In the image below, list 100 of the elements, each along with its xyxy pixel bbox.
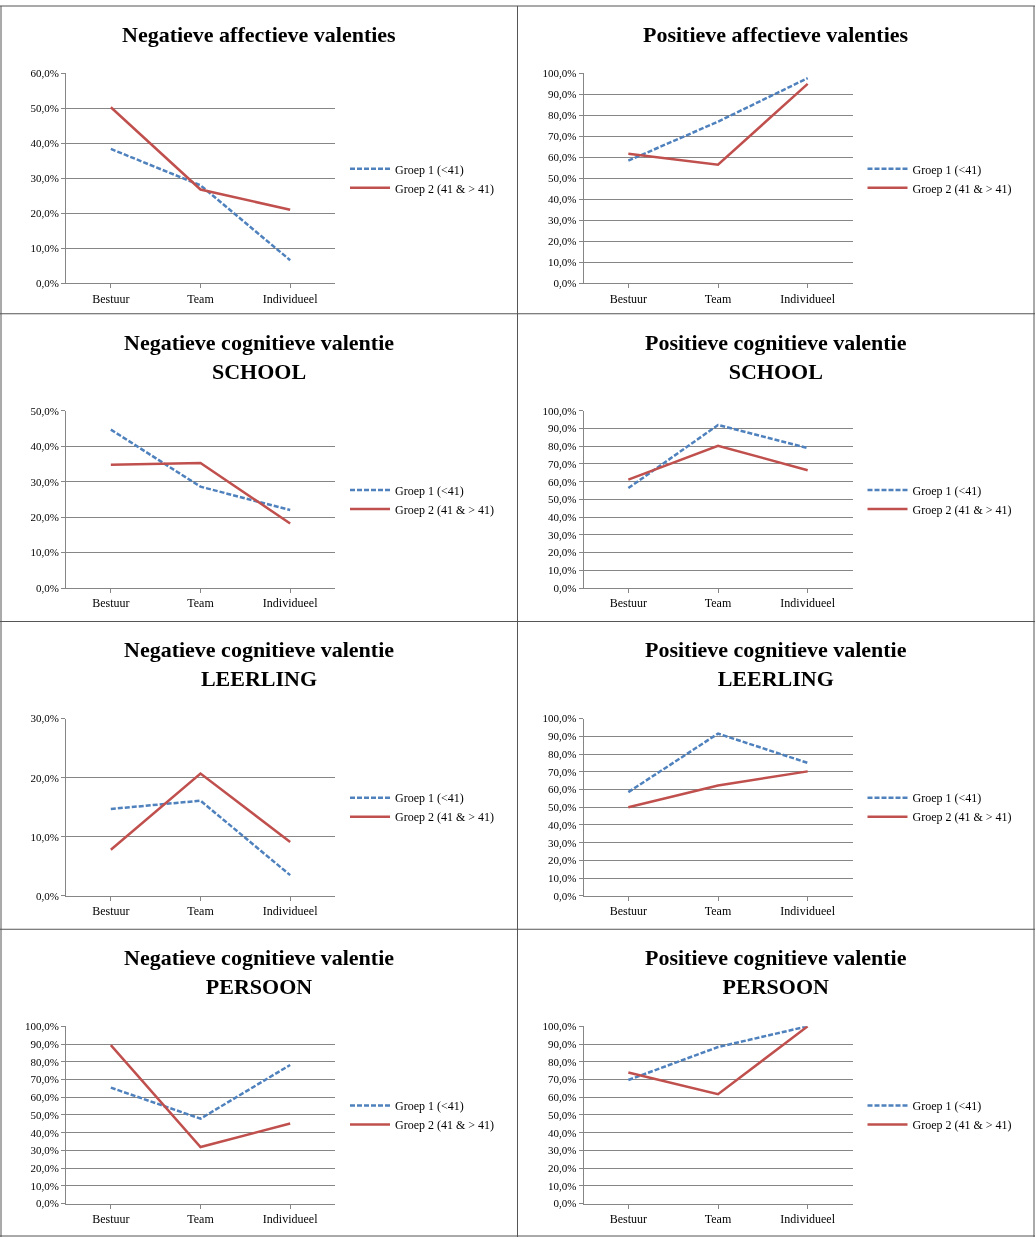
x-tick-label: Individueel bbox=[262, 596, 319, 611]
y-tick-label: 50,0% bbox=[30, 404, 59, 417]
legend-label: Groep 2 (41 & > 41) bbox=[395, 1118, 495, 1133]
y-tick-label: 30,0% bbox=[547, 836, 577, 849]
y-tick-label: 70,0% bbox=[30, 1073, 59, 1086]
legend-label: Groep 1 (<41) bbox=[395, 791, 464, 806]
x-tick-label: Team bbox=[187, 596, 215, 611]
y-tick-label: 40,0% bbox=[547, 511, 577, 524]
legend-label: Groep 2 (41 & > 41) bbox=[912, 810, 1012, 825]
x-tick-label: Individueel bbox=[262, 904, 319, 919]
y-tick-label: 90,0% bbox=[547, 730, 577, 743]
y-tick-label: 50,0% bbox=[547, 801, 577, 814]
y-tick-label: 80,0% bbox=[547, 440, 577, 453]
y-tick-label: 0,0% bbox=[553, 581, 577, 594]
legend-label: Groep 2 (41 & > 41) bbox=[912, 1118, 1012, 1133]
y-tick-label: 100,0% bbox=[542, 67, 577, 80]
y-tick-label: 30,0% bbox=[30, 712, 59, 725]
x-tick-label: Individueel bbox=[780, 904, 836, 919]
chart-title: Negatieve affectieve valenties bbox=[122, 22, 397, 47]
y-tick-label: 100,0% bbox=[542, 404, 577, 417]
y-tick-label: 0,0% bbox=[553, 277, 577, 290]
y-tick-label: 90,0% bbox=[547, 1037, 577, 1050]
chart-title: Negatieve cognitieve valentie PERSOON bbox=[124, 945, 395, 999]
y-tick-label: 20,0% bbox=[30, 511, 59, 524]
legend-label: Groep 1 (<41) bbox=[912, 162, 982, 177]
legend-label: Groep 1 (<41) bbox=[912, 791, 982, 806]
y-tick-label: 0,0% bbox=[35, 277, 59, 290]
y-tick-label: 60,0% bbox=[30, 67, 59, 80]
y-tick-label: 20,0% bbox=[547, 235, 577, 248]
x-tick-label: Bestuur bbox=[609, 596, 647, 611]
y-tick-label: 50,0% bbox=[30, 102, 59, 115]
y-tick-label: 30,0% bbox=[30, 475, 59, 488]
y-tick-label: 30,0% bbox=[30, 1144, 59, 1157]
x-tick-label: Team bbox=[187, 291, 215, 306]
chart-title: Negatieve cognitieve valentie LEERLING bbox=[124, 637, 395, 691]
legend-label: Groep 1 (<41) bbox=[395, 483, 464, 498]
chart-title: Positieve cognitieve valentie SCHOOL bbox=[645, 330, 907, 384]
y-tick-label: 40,0% bbox=[30, 137, 59, 150]
y-tick-label: 20,0% bbox=[547, 1161, 577, 1174]
x-tick-label: Bestuur bbox=[92, 596, 130, 611]
y-tick-label: 50,0% bbox=[547, 493, 577, 506]
x-tick-label: Team bbox=[187, 904, 215, 919]
y-tick-label: 0,0% bbox=[553, 889, 577, 902]
y-tick-label: 50,0% bbox=[30, 1108, 59, 1121]
x-tick-label: Team bbox=[704, 596, 732, 611]
y-tick-label: 80,0% bbox=[547, 109, 577, 122]
y-tick-label: 60,0% bbox=[30, 1091, 59, 1104]
x-tick-label: Individueel bbox=[780, 291, 836, 306]
y-tick-label: 70,0% bbox=[547, 130, 577, 143]
x-tick-label: Team bbox=[704, 1211, 732, 1226]
x-tick-label: Individueel bbox=[262, 1211, 319, 1226]
y-tick-label: 10,0% bbox=[30, 546, 59, 559]
x-tick-label: Bestuur bbox=[92, 291, 130, 306]
x-tick-label: Individueel bbox=[780, 1211, 836, 1226]
y-tick-label: 40,0% bbox=[30, 440, 59, 453]
y-tick-label: 10,0% bbox=[30, 242, 59, 255]
y-tick-label: 20,0% bbox=[30, 771, 59, 784]
x-tick-label: Individueel bbox=[262, 291, 319, 306]
y-tick-label: 20,0% bbox=[547, 546, 577, 559]
chart-title: Positieve cognitieve valentie LEERLING bbox=[645, 637, 907, 691]
legend-label: Groep 1 (<41) bbox=[395, 1099, 464, 1114]
legend-label: Groep 2 (41 & > 41) bbox=[912, 502, 1012, 517]
y-tick-label: 10,0% bbox=[547, 256, 577, 269]
x-tick-label: Bestuur bbox=[609, 1211, 647, 1226]
y-tick-label: 10,0% bbox=[547, 871, 577, 884]
y-tick-label: 30,0% bbox=[547, 214, 577, 227]
y-tick-label: 40,0% bbox=[547, 1126, 577, 1139]
y-tick-label: 50,0% bbox=[547, 172, 577, 185]
y-tick-label: 60,0% bbox=[547, 151, 577, 164]
x-tick-label: Bestuur bbox=[92, 904, 130, 919]
y-tick-label: 40,0% bbox=[547, 193, 577, 206]
y-tick-label: 30,0% bbox=[547, 1144, 577, 1157]
y-tick-label: 100,0% bbox=[542, 712, 577, 725]
y-tick-label: 0,0% bbox=[35, 889, 59, 902]
y-tick-label: 20,0% bbox=[547, 854, 577, 867]
y-tick-label: 80,0% bbox=[547, 1055, 577, 1068]
y-tick-label: 80,0% bbox=[547, 747, 577, 760]
y-tick-label: 90,0% bbox=[547, 88, 577, 101]
x-tick-label: Bestuur bbox=[92, 1211, 130, 1226]
chart-title: Positieve affectieve valenties bbox=[643, 22, 909, 47]
y-tick-label: 30,0% bbox=[547, 528, 577, 541]
y-tick-label: 100,0% bbox=[24, 1020, 59, 1033]
chart-title: Negatieve cognitieve valentie SCHOOL bbox=[124, 330, 395, 384]
y-tick-label: 70,0% bbox=[547, 457, 577, 470]
y-tick-label: 20,0% bbox=[30, 1161, 59, 1174]
y-tick-label: 10,0% bbox=[30, 830, 59, 843]
legend-label: Groep 1 (<41) bbox=[912, 483, 982, 498]
y-tick-label: 40,0% bbox=[547, 818, 577, 831]
x-tick-label: Individueel bbox=[780, 596, 836, 611]
chart-title: Positieve cognitieve valentie PERSOON bbox=[645, 945, 907, 999]
y-tick-label: 60,0% bbox=[547, 475, 577, 488]
y-tick-label: 40,0% bbox=[30, 1126, 59, 1139]
legend-label: Groep 2 (41 & > 41) bbox=[395, 502, 495, 517]
x-tick-label: Bestuur bbox=[609, 904, 647, 919]
y-tick-label: 10,0% bbox=[547, 1179, 577, 1192]
y-tick-label: 80,0% bbox=[30, 1055, 59, 1068]
y-tick-label: 60,0% bbox=[547, 1091, 577, 1104]
y-tick-label: 0,0% bbox=[35, 581, 59, 594]
x-tick-label: Team bbox=[187, 1211, 215, 1226]
legend-label: Groep 1 (<41) bbox=[912, 1099, 982, 1114]
